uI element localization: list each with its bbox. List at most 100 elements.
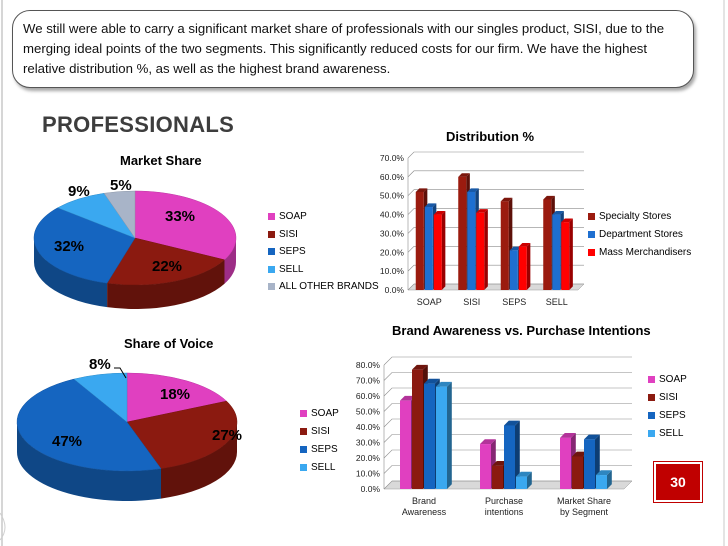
distribution-bar-top <box>518 243 531 247</box>
intro-text-box: We still were able to carry a significan… <box>12 10 694 88</box>
distribution-bar-side <box>526 243 531 290</box>
awareness-bar-sisi-market-share-by-segment <box>572 456 583 489</box>
awareness-gridline <box>383 434 632 443</box>
legend-swatch <box>648 375 655 383</box>
distribution-ytick: 0.0% <box>385 285 405 295</box>
market-share-label-sisi: 22% <box>152 258 183 275</box>
distribution-bar-specialty-stores-soap <box>415 191 424 290</box>
awareness-xtick-brand-awareness: Awareness <box>402 507 447 517</box>
legend-swatch <box>300 427 307 435</box>
distribution-bar-top <box>476 209 488 213</box>
section-title: PROFESSIONALS <box>42 112 235 137</box>
awareness-bar-top <box>412 364 428 370</box>
page-number-badge: 30 <box>653 461 703 503</box>
awareness-bar-top <box>504 420 520 426</box>
distribution-ytick: 70.0% <box>380 153 405 163</box>
sov-slice-sisi <box>126 400 238 469</box>
awareness-bar-top <box>516 471 532 477</box>
sov-label-soap: 18% <box>160 386 191 403</box>
awareness-title: Brand Awareness vs. Purchase Intentions <box>392 323 651 338</box>
awareness-bar-soap-purchase-intentions <box>480 444 491 489</box>
market-share-slice-sisi <box>106 237 226 286</box>
distribution-bar-chart: 0.0% 10.0% 20.0% 30.0% 40.0% 50.0% 60.0% 70.0% S… <box>380 151 585 307</box>
awareness-bar-soap-brand-awareness <box>400 400 411 489</box>
market-share-label-others: 5% <box>110 177 132 194</box>
awareness-ytick: 70.0% <box>356 376 381 386</box>
sov-label-seps: 47% <box>52 433 83 450</box>
legend-label: SEPS <box>311 443 338 455</box>
awareness-bar-top <box>480 439 496 445</box>
awareness-bar-side <box>515 420 520 489</box>
awareness-xtick-market-share-by-segment: Market Share <box>557 496 611 506</box>
distribution-bar-top <box>424 203 437 208</box>
awareness-bar-side <box>447 381 452 489</box>
legend-item-sisi: SISI <box>268 226 379 244</box>
legend-swatch <box>268 283 275 291</box>
distribution-xtick-sell: SELL <box>546 297 568 307</box>
awareness-bar-top <box>436 381 452 387</box>
market-share-legend: SOAP SISI SEPS SELL ALL OTHER BRANDS <box>268 208 379 296</box>
awareness-gridline <box>383 387 632 397</box>
legend-swatch <box>300 409 307 417</box>
legend-item-seps: SEPS <box>300 440 339 458</box>
market-share-slice-soap <box>134 190 237 261</box>
legend-swatch <box>300 445 307 453</box>
distribution-bar-mass-merchandisers-seps <box>518 246 527 290</box>
distribution-ytick: 10.0% <box>380 266 405 276</box>
legend-label: SOAP <box>311 407 339 419</box>
awareness-xtick-purchase-intentions: intentions <box>485 507 524 517</box>
legend-label: Department Stores <box>599 228 683 240</box>
legend-item-sisi: SISI <box>648 388 687 406</box>
legend-swatch <box>588 248 595 256</box>
distribution-bar-top <box>543 195 555 200</box>
sov-slice-sell <box>73 372 128 423</box>
awareness-gridline <box>383 356 632 366</box>
legend-swatch <box>268 248 275 256</box>
market-share-side-sisi <box>107 259 225 309</box>
legend-swatch <box>588 212 595 220</box>
legend-item-soap: SOAP <box>268 208 379 226</box>
awareness-bar-soap-market-share-by-segment <box>560 437 571 489</box>
legend-item-soap: SOAP <box>300 404 339 422</box>
distribution-bar-top <box>500 197 513 202</box>
legend-item-specialty-stores: Specialty Stores <box>588 207 691 225</box>
legend-label: SELL <box>659 427 684 439</box>
legend-label: ALL OTHER BRANDS <box>279 281 379 293</box>
awareness-bar-seps-market-share-by-segment <box>584 439 595 489</box>
intro-text: We still were able to carry a significan… <box>23 21 665 76</box>
distribution-gridline <box>407 170 584 178</box>
distribution-gridline <box>407 189 584 196</box>
share-of-voice-legend: SOAP SISI SEPS SELL <box>300 404 339 476</box>
legend-label: SOAP <box>659 373 687 385</box>
legend-label: SELL <box>311 461 336 473</box>
legend-label: SELL <box>279 263 304 275</box>
awareness-ytick: 60.0% <box>356 391 381 401</box>
legend-item-soap: SOAP <box>648 370 687 388</box>
awareness-bar-top <box>560 433 576 438</box>
distribution-bar-top <box>467 188 479 192</box>
awareness-ytick: 50.0% <box>356 407 381 417</box>
legend-item-all-other-brands: ALL OTHER BRANDS <box>268 278 379 296</box>
legend-item-mass-merchandisers: Mass Merchandisers <box>588 243 691 261</box>
legend-swatch <box>648 411 655 419</box>
sov-side-sisi <box>160 422 237 499</box>
page-number: 30 <box>670 474 686 490</box>
distribution-plot-area <box>408 152 584 290</box>
legend-swatch <box>588 230 595 238</box>
awareness-gridline <box>383 449 632 459</box>
distribution-ytick: 60.0% <box>380 172 405 182</box>
distribution-bar-department-stores-sell <box>552 214 561 290</box>
legend-swatch <box>268 230 275 238</box>
distribution-bar-side <box>441 210 446 290</box>
awareness-bar-top <box>424 378 440 384</box>
legend-label: SEPS <box>279 246 306 258</box>
distribution-gridline <box>407 151 584 159</box>
legend-item-sisi: SISI <box>300 422 339 440</box>
distribution-bar-side <box>569 218 573 290</box>
legend-label: SEPS <box>659 409 686 421</box>
awareness-bar-sell-brand-awareness <box>436 386 447 489</box>
distribution-bar-mass-merchandisers-sisi <box>476 212 485 290</box>
distribution-bar-department-stores-seps <box>509 250 518 290</box>
awareness-xtick-market-share-by-segment: by Segment <box>560 507 609 517</box>
distribution-xtick-seps: SEPS <box>502 297 526 307</box>
